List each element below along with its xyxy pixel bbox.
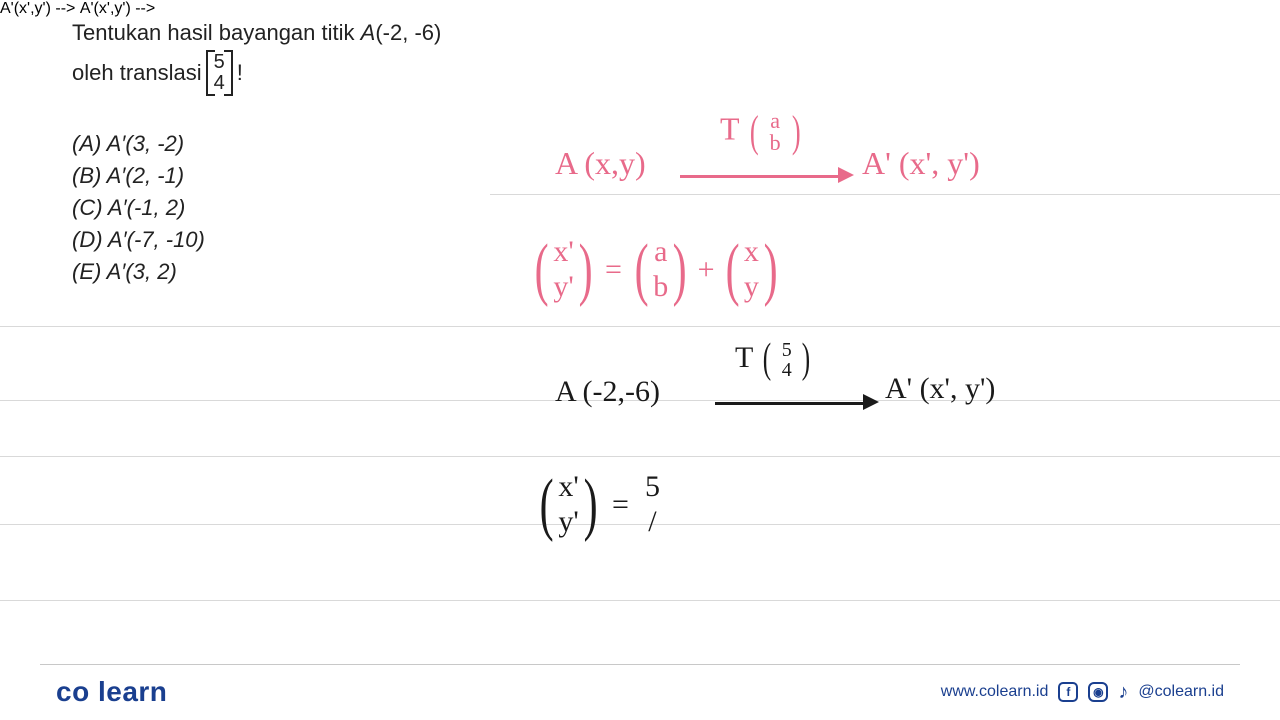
black-lhs-top: x'	[558, 470, 578, 505]
pink-t-bot: b	[770, 132, 781, 154]
pink-equation: ( x' y' ) = ( a b ) + ( x y )	[530, 235, 782, 304]
ruled-line-1	[490, 194, 1280, 195]
pink-lhs-top: x'	[553, 235, 573, 270]
black-arrow-line	[715, 402, 865, 405]
pink-axy: A (x,y)	[555, 145, 646, 182]
pink-t-letter: T	[720, 110, 739, 146]
pink-mid-top: a	[654, 235, 667, 270]
footer: co learn www.colearn.id f ◉ ♪ @colearn.i…	[0, 676, 1280, 708]
ruled-line-6	[0, 600, 1280, 601]
facebook-icon: f	[1058, 682, 1078, 702]
pink-mid-bot: b	[653, 270, 668, 305]
question-text-2: oleh translasi	[72, 56, 202, 90]
black-arrow-head	[863, 394, 879, 410]
logo-part-a: co	[56, 676, 90, 707]
logo-dot	[90, 676, 98, 707]
tiktok-icon: ♪	[1118, 681, 1128, 704]
question-block: Tentukan hasil bayangan titik A(-2, -6) …	[72, 16, 441, 94]
question-line-2: oleh translasi 5 4 !	[72, 52, 441, 94]
black-equation: ( x' y' ) = 5 /	[535, 470, 660, 539]
vector-top: 5	[214, 52, 225, 73]
translation-vector: 5 4	[208, 52, 231, 94]
black-t-label: T ( 5 4 )	[735, 340, 813, 380]
black-a: A (-2,-6)	[555, 375, 660, 409]
vector-bot: 4	[214, 73, 225, 94]
black-aprime: A' (x', y')	[885, 372, 995, 406]
pink-t-label: T ( a b )	[720, 110, 803, 154]
logo-part-b: learn	[98, 676, 167, 707]
question-text-1: Tentukan hasil bayangan titik	[72, 20, 361, 45]
ruled-line-2	[0, 326, 1280, 327]
option-a: (A) A′(3, -2)	[72, 128, 205, 160]
pink-t-top: a	[770, 110, 780, 132]
footer-handle: @colearn.id	[1138, 683, 1224, 701]
black-rhs-top: 5	[645, 470, 660, 505]
question-point-coords: (-2, -6)	[375, 20, 441, 45]
option-e: (E) A′(3, 2)	[72, 256, 205, 288]
instagram-icon: ◉	[1088, 682, 1108, 702]
black-t-top: 5	[782, 340, 792, 360]
pink-arrow-head	[838, 167, 854, 183]
black-rhs-bot: /	[648, 505, 656, 540]
ruled-line-4	[0, 456, 1280, 457]
option-d: (D) A′(-7, -10)	[72, 224, 205, 256]
question-text-3: !	[237, 56, 243, 90]
pink-lhs-bot: y'	[553, 270, 573, 305]
question-line-1: Tentukan hasil bayangan titik A(-2, -6)	[72, 16, 441, 50]
footer-url: www.colearn.id	[941, 683, 1049, 701]
black-t-bot: 4	[782, 360, 792, 380]
pink-arrow-line	[680, 175, 840, 178]
option-c: (C) A′(-1, 2)	[72, 192, 205, 224]
pink-aprime: A' (x', y')	[862, 145, 980, 182]
answer-options: (A) A′(3, -2) (B) A′(2, -1) (C) A′(-1, 2…	[72, 128, 205, 287]
footer-divider	[40, 664, 1240, 665]
footer-right: www.colearn.id f ◉ ♪ @colearn.id	[941, 681, 1224, 704]
question-point-label: A	[361, 20, 376, 45]
pink-rhs-top: x	[744, 235, 759, 270]
pink-rhs-bot: y	[744, 270, 759, 305]
option-b: (B) A′(2, -1)	[72, 160, 205, 192]
brand-logo: co learn	[56, 676, 167, 708]
black-t-letter: T	[735, 341, 753, 374]
black-lhs-bot: y'	[558, 505, 578, 540]
